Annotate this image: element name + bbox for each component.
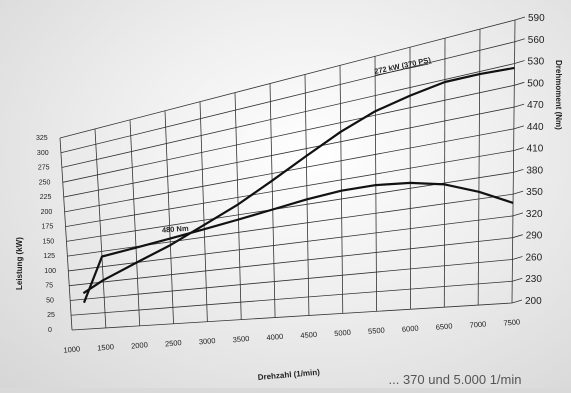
y-right-tick-label: 440 <box>527 122 544 133</box>
y-right-tick-label: 380 <box>526 165 543 176</box>
y-left-tick-label: 50 <box>46 297 54 304</box>
y-right-tick-mark <box>513 235 523 238</box>
y-right-tick-label: 530 <box>528 57 545 68</box>
x-tick-label: 1500 <box>97 342 114 352</box>
y-right-tick-mark <box>513 191 523 194</box>
x-tick-label: 5500 <box>368 326 385 336</box>
y-right-axis-label: Drehmoment (Nm) <box>554 60 563 130</box>
y-right-tick-label: 560 <box>528 35 545 46</box>
y-left-tick-label: 325 <box>36 135 48 142</box>
y-left-axis-label: Leistung (kW) <box>15 237 24 290</box>
x-tick-label: 4000 <box>266 332 283 342</box>
y-right-tick-mark <box>515 17 525 20</box>
y-right-tick-label: 500 <box>527 78 544 89</box>
y-right-tick-label: 590 <box>528 13 545 24</box>
x-axis-label: Drehzahl (1/min) <box>257 368 320 382</box>
y-left-tick-label: 300 <box>37 150 49 157</box>
y-left-tick-label: 250 <box>39 179 51 186</box>
y-left-tick-label: 125 <box>43 253 55 260</box>
y-right-tick-mark <box>514 148 524 151</box>
y-left-tick-label: 75 <box>45 283 53 290</box>
y-right-tick-mark <box>514 126 524 129</box>
y-left-tick-label: 150 <box>42 238 54 245</box>
grid-line-vertical <box>444 38 445 307</box>
x-tick-label: 2000 <box>131 340 148 350</box>
curves <box>83 68 514 303</box>
grid <box>60 20 515 330</box>
y-right-tick-label: 470 <box>527 100 544 111</box>
grid-line-horizontal <box>61 42 515 153</box>
y-left-tick-label: 200 <box>41 209 53 216</box>
x-tick-label: 3500 <box>232 334 249 344</box>
y-left-tick-label: 225 <box>40 194 52 201</box>
x-tick-label: 6500 <box>435 321 452 331</box>
y-right-tick-mark <box>512 278 522 281</box>
y-right-tick-mark <box>515 61 525 64</box>
x-tick-label: 7000 <box>469 319 486 329</box>
y-right-tick-mark <box>514 82 524 85</box>
x-tick-label: 1000 <box>63 344 80 354</box>
y-right-tick-label: 200 <box>525 296 542 307</box>
y-left-tick-label: 100 <box>44 268 56 275</box>
grid-line-horizontal <box>66 151 514 227</box>
y-left-tick-label: 0 <box>48 327 52 334</box>
x-tick-label: 6000 <box>402 324 419 334</box>
y-right-tick-mark <box>513 169 523 172</box>
y-right-tick-label: 410 <box>527 144 544 155</box>
y-left-tick-label: 275 <box>38 165 50 172</box>
grid-line-vertical <box>478 29 480 305</box>
y-right-tick-mark <box>515 39 525 42</box>
y-right-tick-label: 230 <box>525 274 542 285</box>
y-left-tick-label: 25 <box>47 312 55 319</box>
ticks: 0 25 50 75 100 125 150 175 200 225 250 275 300 325 200… <box>36 13 545 355</box>
annotation-torque: 480 Nm <box>162 224 190 235</box>
x-tick-label: 2500 <box>165 338 182 348</box>
x-tick-label: 7500 <box>503 317 520 327</box>
y-right-tick-label: 260 <box>525 252 542 263</box>
x-tick-label: 4500 <box>300 330 317 340</box>
y-right-tick-mark <box>512 300 522 303</box>
y-right-tick-label: 320 <box>526 209 543 220</box>
grid-line-vertical <box>375 56 377 311</box>
y-right-tick-mark <box>514 104 524 107</box>
y-right-tick-mark <box>513 213 523 216</box>
y-right-tick-label: 350 <box>526 187 543 198</box>
grid-line-vertical <box>340 65 343 313</box>
y-right-tick-mark <box>512 256 522 259</box>
annotation-power: 272 kW (370 PS) <box>373 55 432 76</box>
grid-line-vertical <box>512 20 515 303</box>
y-left-tick-label: 175 <box>42 224 54 231</box>
grid-line-horizontal <box>71 281 512 315</box>
x-tick-label: 3000 <box>198 336 215 346</box>
footer-caption: ... 370 und 5.000 1/min <box>389 372 522 387</box>
y-right-tick-label: 290 <box>526 231 543 242</box>
x-tick-label: 5000 <box>334 328 351 338</box>
